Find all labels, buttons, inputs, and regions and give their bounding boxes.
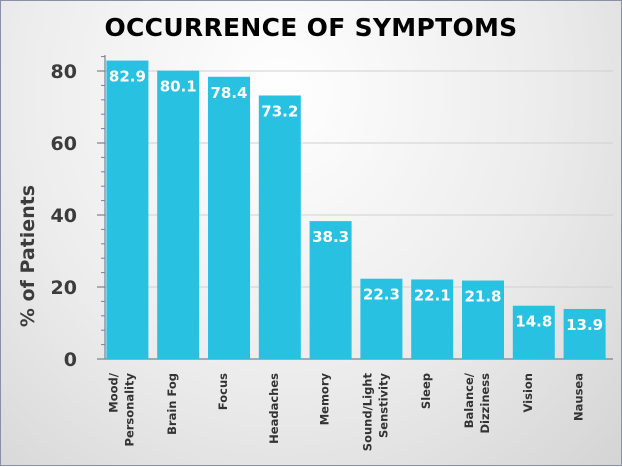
- y-tick-label: 40: [51, 205, 77, 227]
- x-tick-label: Memory: [318, 372, 332, 425]
- bar: [462, 280, 504, 359]
- x-tick-label: Senstivity: [376, 373, 390, 438]
- x-tick-label: Mood/: [106, 372, 120, 412]
- data-label: 38.3: [312, 228, 349, 246]
- x-tick-label: Nausea: [572, 373, 586, 421]
- x-tick-label: Sleep: [419, 373, 433, 409]
- y-axis-label: % of Patients: [17, 185, 39, 327]
- bar: [360, 278, 403, 359]
- x-tick-label: Headaches: [267, 373, 281, 444]
- x-tick-label: Dizziness: [478, 373, 492, 434]
- bar: [157, 70, 200, 359]
- data-label: 14.8: [515, 313, 552, 331]
- bar: [563, 308, 606, 359]
- data-label: 22.3: [363, 286, 400, 304]
- bar: [106, 60, 149, 360]
- x-tick-label: Balance/: [462, 372, 476, 428]
- chart-title: OCCURRENCE OF SYMPTOMS: [104, 13, 518, 42]
- x-tick-label: Personality: [122, 373, 136, 447]
- x-tick-label: Vision: [521, 373, 535, 413]
- data-label: 78.4: [210, 84, 247, 102]
- y-tick-label: 20: [51, 277, 77, 299]
- x-tick-label: Sound/Light: [360, 373, 374, 452]
- x-tick-label: Brain Fog: [165, 373, 179, 435]
- data-label: 80.1: [160, 78, 197, 96]
- y-tick-label: 60: [51, 133, 77, 155]
- bar: [258, 95, 301, 359]
- y-tick-label: 0: [64, 349, 77, 371]
- data-label: 82.9: [109, 68, 146, 86]
- bar: [411, 279, 454, 359]
- x-tick-label: Focus: [216, 373, 230, 410]
- data-label: 73.2: [261, 102, 298, 120]
- bar: [512, 305, 555, 359]
- bar: [208, 76, 250, 359]
- bar: [309, 221, 352, 359]
- y-tick-label: 80: [51, 61, 77, 83]
- data-label: 13.9: [566, 316, 603, 334]
- data-label: 21.8: [464, 288, 501, 306]
- data-label: 22.1: [414, 286, 451, 304]
